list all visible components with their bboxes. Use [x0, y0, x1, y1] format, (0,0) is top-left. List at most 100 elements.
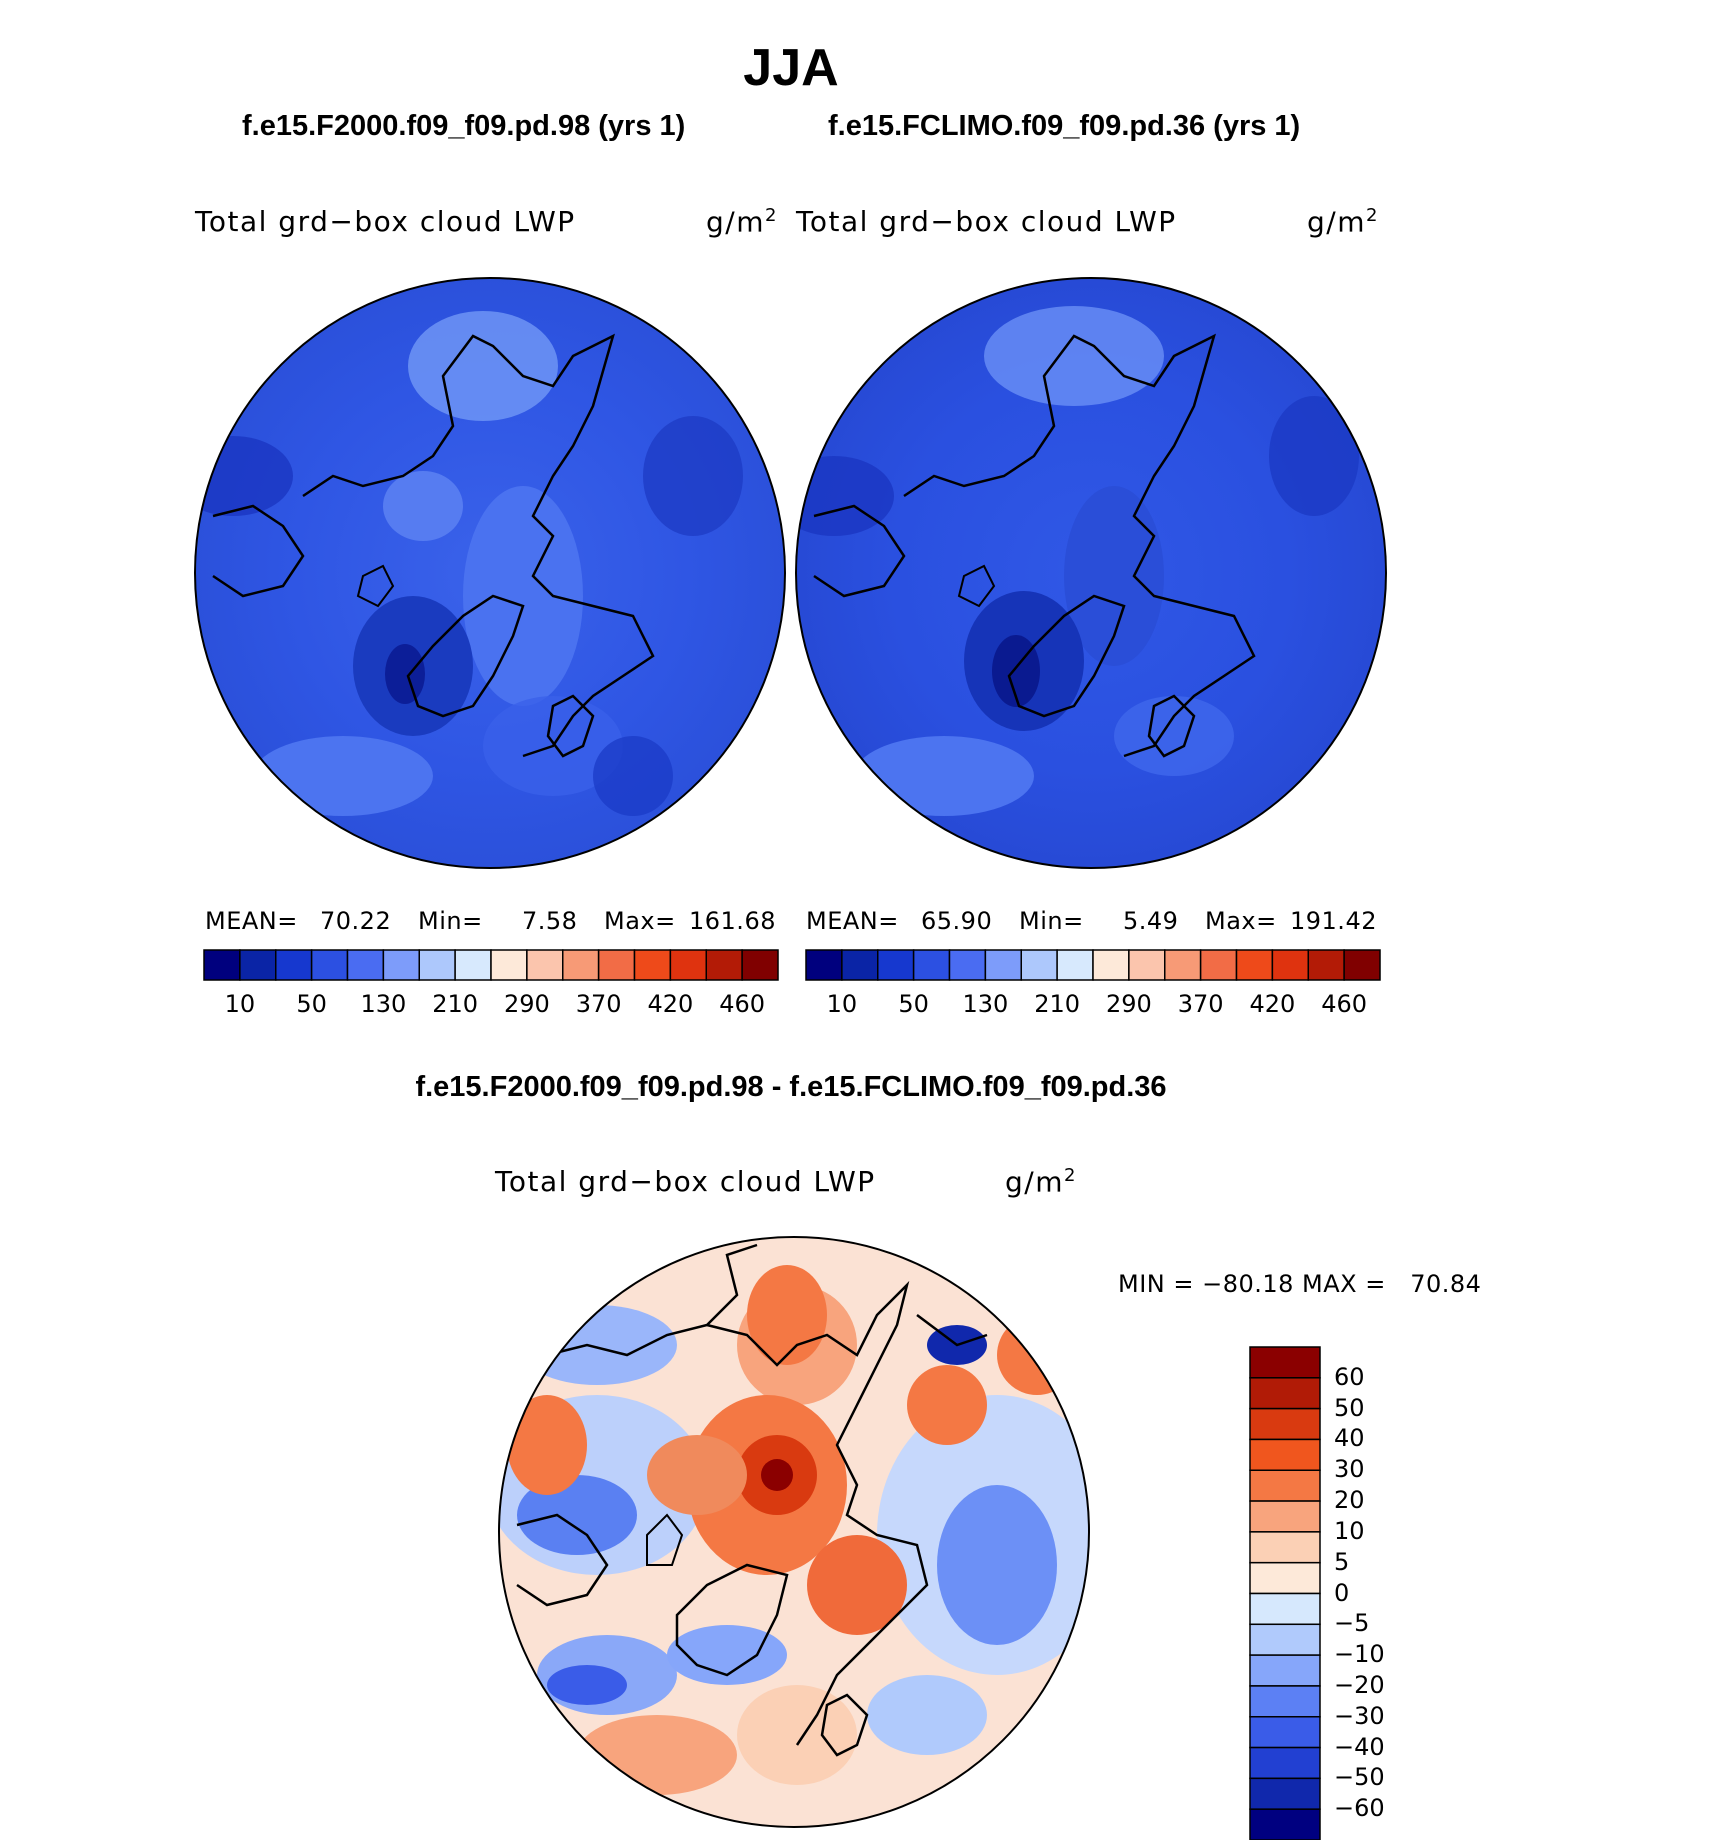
difference-colorbar-tick-label: 40 — [1334, 1424, 1365, 1453]
panel1-colorbar-tick-label: 420 — [647, 990, 694, 1018]
panel2-polar-map — [795, 277, 1387, 869]
panel1-mean-label: MEAN= — [205, 907, 298, 935]
panel2-variable-label: Total grd−box cloud LWP — [796, 205, 1177, 238]
panel1-colorbar-ticks: 10 50 130 210 290 370 420 460 — [204, 990, 778, 1020]
panel2-colorbar-box — [841, 949, 879, 981]
difference-colorbar-box — [1249, 1500, 1321, 1533]
panel2-colorbar-box — [1271, 949, 1310, 981]
difference-colorbar-tick-label: 5 — [1334, 1547, 1350, 1576]
panel2-min-value: 5.49 — [1123, 907, 1179, 935]
panel1-case-title: f.e15.F2000.f09_f09.pd.98 (yrs 1) — [242, 110, 686, 142]
panel2-colorbar-box — [912, 949, 951, 981]
panel1-colorbar-tick-label: 370 — [575, 990, 622, 1018]
panel2-colorbar-tick-label: 420 — [1249, 990, 1296, 1018]
panel2-colorbar-ticks: 10 50 130 210 290 370 420 460 — [806, 990, 1380, 1020]
difference-colorbar-tick-label: 50 — [1334, 1393, 1365, 1422]
panel1-colorbar-box — [203, 949, 241, 981]
panel2-colorbar-tick-label: 460 — [1321, 990, 1368, 1018]
panel2-colorbar-tick-label: 10 — [826, 990, 858, 1018]
difference-colorbar-box — [1249, 1407, 1321, 1441]
panel1-colorbar-box — [562, 949, 600, 981]
difference-colorbar-tick-label: −50 — [1334, 1763, 1385, 1792]
panel2-colorbar-box — [877, 949, 915, 981]
panel2-colorbar-tick-label: 370 — [1177, 990, 1224, 1018]
panel2-colorbar-box — [1164, 949, 1202, 981]
difference-colorbar-box — [1249, 1623, 1321, 1656]
difference-colorbar-box — [1249, 1561, 1321, 1595]
difference-colorbar-tick-label: 30 — [1334, 1455, 1365, 1484]
panel1-min-value: 7.58 — [522, 907, 578, 935]
difference-units: g/m2 — [1005, 1165, 1077, 1199]
difference-colorbar-tick-label: −5 — [1334, 1609, 1370, 1638]
panel1-colorbar-box — [526, 949, 564, 981]
panel2-case-title: f.e15.FCLIMO.f09_f09.pd.36 (yrs 1) — [828, 110, 1301, 142]
difference-colorbar-box — [1249, 1377, 1321, 1410]
panel1-colorbar-tick-label: 290 — [503, 990, 550, 1018]
difference-colorbar-tick-label: 10 — [1334, 1516, 1365, 1545]
panel2-colorbar-box — [1020, 949, 1058, 981]
panel1-colorbar-tick-label: 130 — [360, 990, 407, 1018]
difference-colorbar — [1249, 1346, 1321, 1840]
difference-colorbar-box — [1249, 1592, 1321, 1626]
panel1-colorbar-box — [275, 949, 313, 981]
panel2-colorbar-box — [1092, 949, 1130, 981]
panel1-colorbar-box — [310, 949, 349, 981]
difference-colorbar-box — [1249, 1716, 1321, 1749]
panel2-colorbar — [805, 949, 1381, 981]
panel2-colorbar-box — [1343, 949, 1381, 981]
difference-colorbar-tick-label: −30 — [1334, 1701, 1385, 1730]
panel2-colorbar-box — [1307, 949, 1345, 981]
difference-colorbar-box — [1249, 1685, 1321, 1718]
panel2-colorbar-tick-label: 50 — [898, 990, 929, 1018]
difference-colorbar-tick-label: −60 — [1334, 1794, 1385, 1823]
panel2-max-value: 191.42 — [1290, 907, 1377, 935]
panel2-colorbar-box — [1056, 949, 1094, 981]
difference-colorbar-box — [1249, 1469, 1321, 1502]
panel1-colorbar-tick-label: 210 — [432, 990, 479, 1018]
panel2-colorbar-box — [984, 949, 1023, 981]
difference-colorbar-box — [1249, 1654, 1321, 1687]
difference-minmax: MIN = −80.18 MAX = 70.84 — [1118, 1270, 1482, 1298]
panel2-colorbar-tick-label: 290 — [1105, 990, 1152, 1018]
panel1-colorbar-box — [382, 949, 421, 981]
panel1-colorbar-tick-label: 50 — [296, 990, 327, 1018]
difference-colorbar-tick-label: −40 — [1334, 1732, 1385, 1761]
panel1-colorbar-box — [741, 949, 779, 981]
panel1-colorbar-box — [454, 949, 492, 981]
panel1-units: g/m2 — [706, 205, 778, 239]
panel2-colorbar-box — [805, 949, 843, 981]
panel1-colorbar-box — [633, 949, 672, 981]
panel2-colorbar-box — [1199, 949, 1238, 981]
panel2-colorbar-tick-label: 210 — [1034, 990, 1081, 1018]
panel2-colorbar-tick-label: 130 — [962, 990, 1009, 1018]
panel2-max-label: Max= — [1205, 907, 1277, 935]
difference-colorbar-ticks: 60 50 40 30 20 10 5 0 −5 −10 −20 −30 −40 −50 −60 — [1334, 1347, 1454, 1840]
panel1-colorbar — [203, 949, 779, 981]
panel1-min-label: Min= — [418, 907, 483, 935]
difference-colorbar-box — [1249, 1808, 1321, 1840]
panel2-colorbar-box — [1128, 949, 1166, 981]
panel1-colorbar-tick-label: 460 — [719, 990, 766, 1018]
panel2-mean-value: 65.90 — [921, 907, 993, 935]
difference-colorbar-tick-label: 0 — [1334, 1578, 1350, 1607]
panel2-mean-label: MEAN= — [806, 907, 899, 935]
figure-title: JJA — [743, 39, 839, 97]
difference-colorbar-tick-label: −10 — [1334, 1640, 1385, 1669]
panel2-units: g/m2 — [1307, 205, 1379, 239]
panel1-max-value: 161.68 — [689, 907, 776, 935]
difference-colorbar-tick-label: 20 — [1334, 1486, 1365, 1515]
difference-colorbar-box — [1249, 1746, 1321, 1780]
panel1-colorbar-tick-label: 10 — [224, 990, 256, 1018]
difference-colorbar-tick-label: −20 — [1334, 1670, 1385, 1699]
panel1-polar-map — [194, 277, 786, 869]
panel1-colorbar-box — [597, 949, 636, 981]
panel2-colorbar-box — [1235, 949, 1274, 981]
panel1-colorbar-box — [490, 949, 528, 981]
difference-title: f.e15.F2000.f09_f09.pd.98 - f.e15.FCLIMO… — [415, 1071, 1167, 1103]
difference-colorbar-tick-label: 60 — [1334, 1362, 1365, 1391]
panel1-max-label: Max= — [604, 907, 676, 935]
panel1-colorbar-box — [346, 949, 385, 981]
panel1-colorbar-box — [239, 949, 277, 981]
difference-colorbar-box — [1249, 1438, 1321, 1472]
panel2-min-label: Min= — [1019, 907, 1084, 935]
